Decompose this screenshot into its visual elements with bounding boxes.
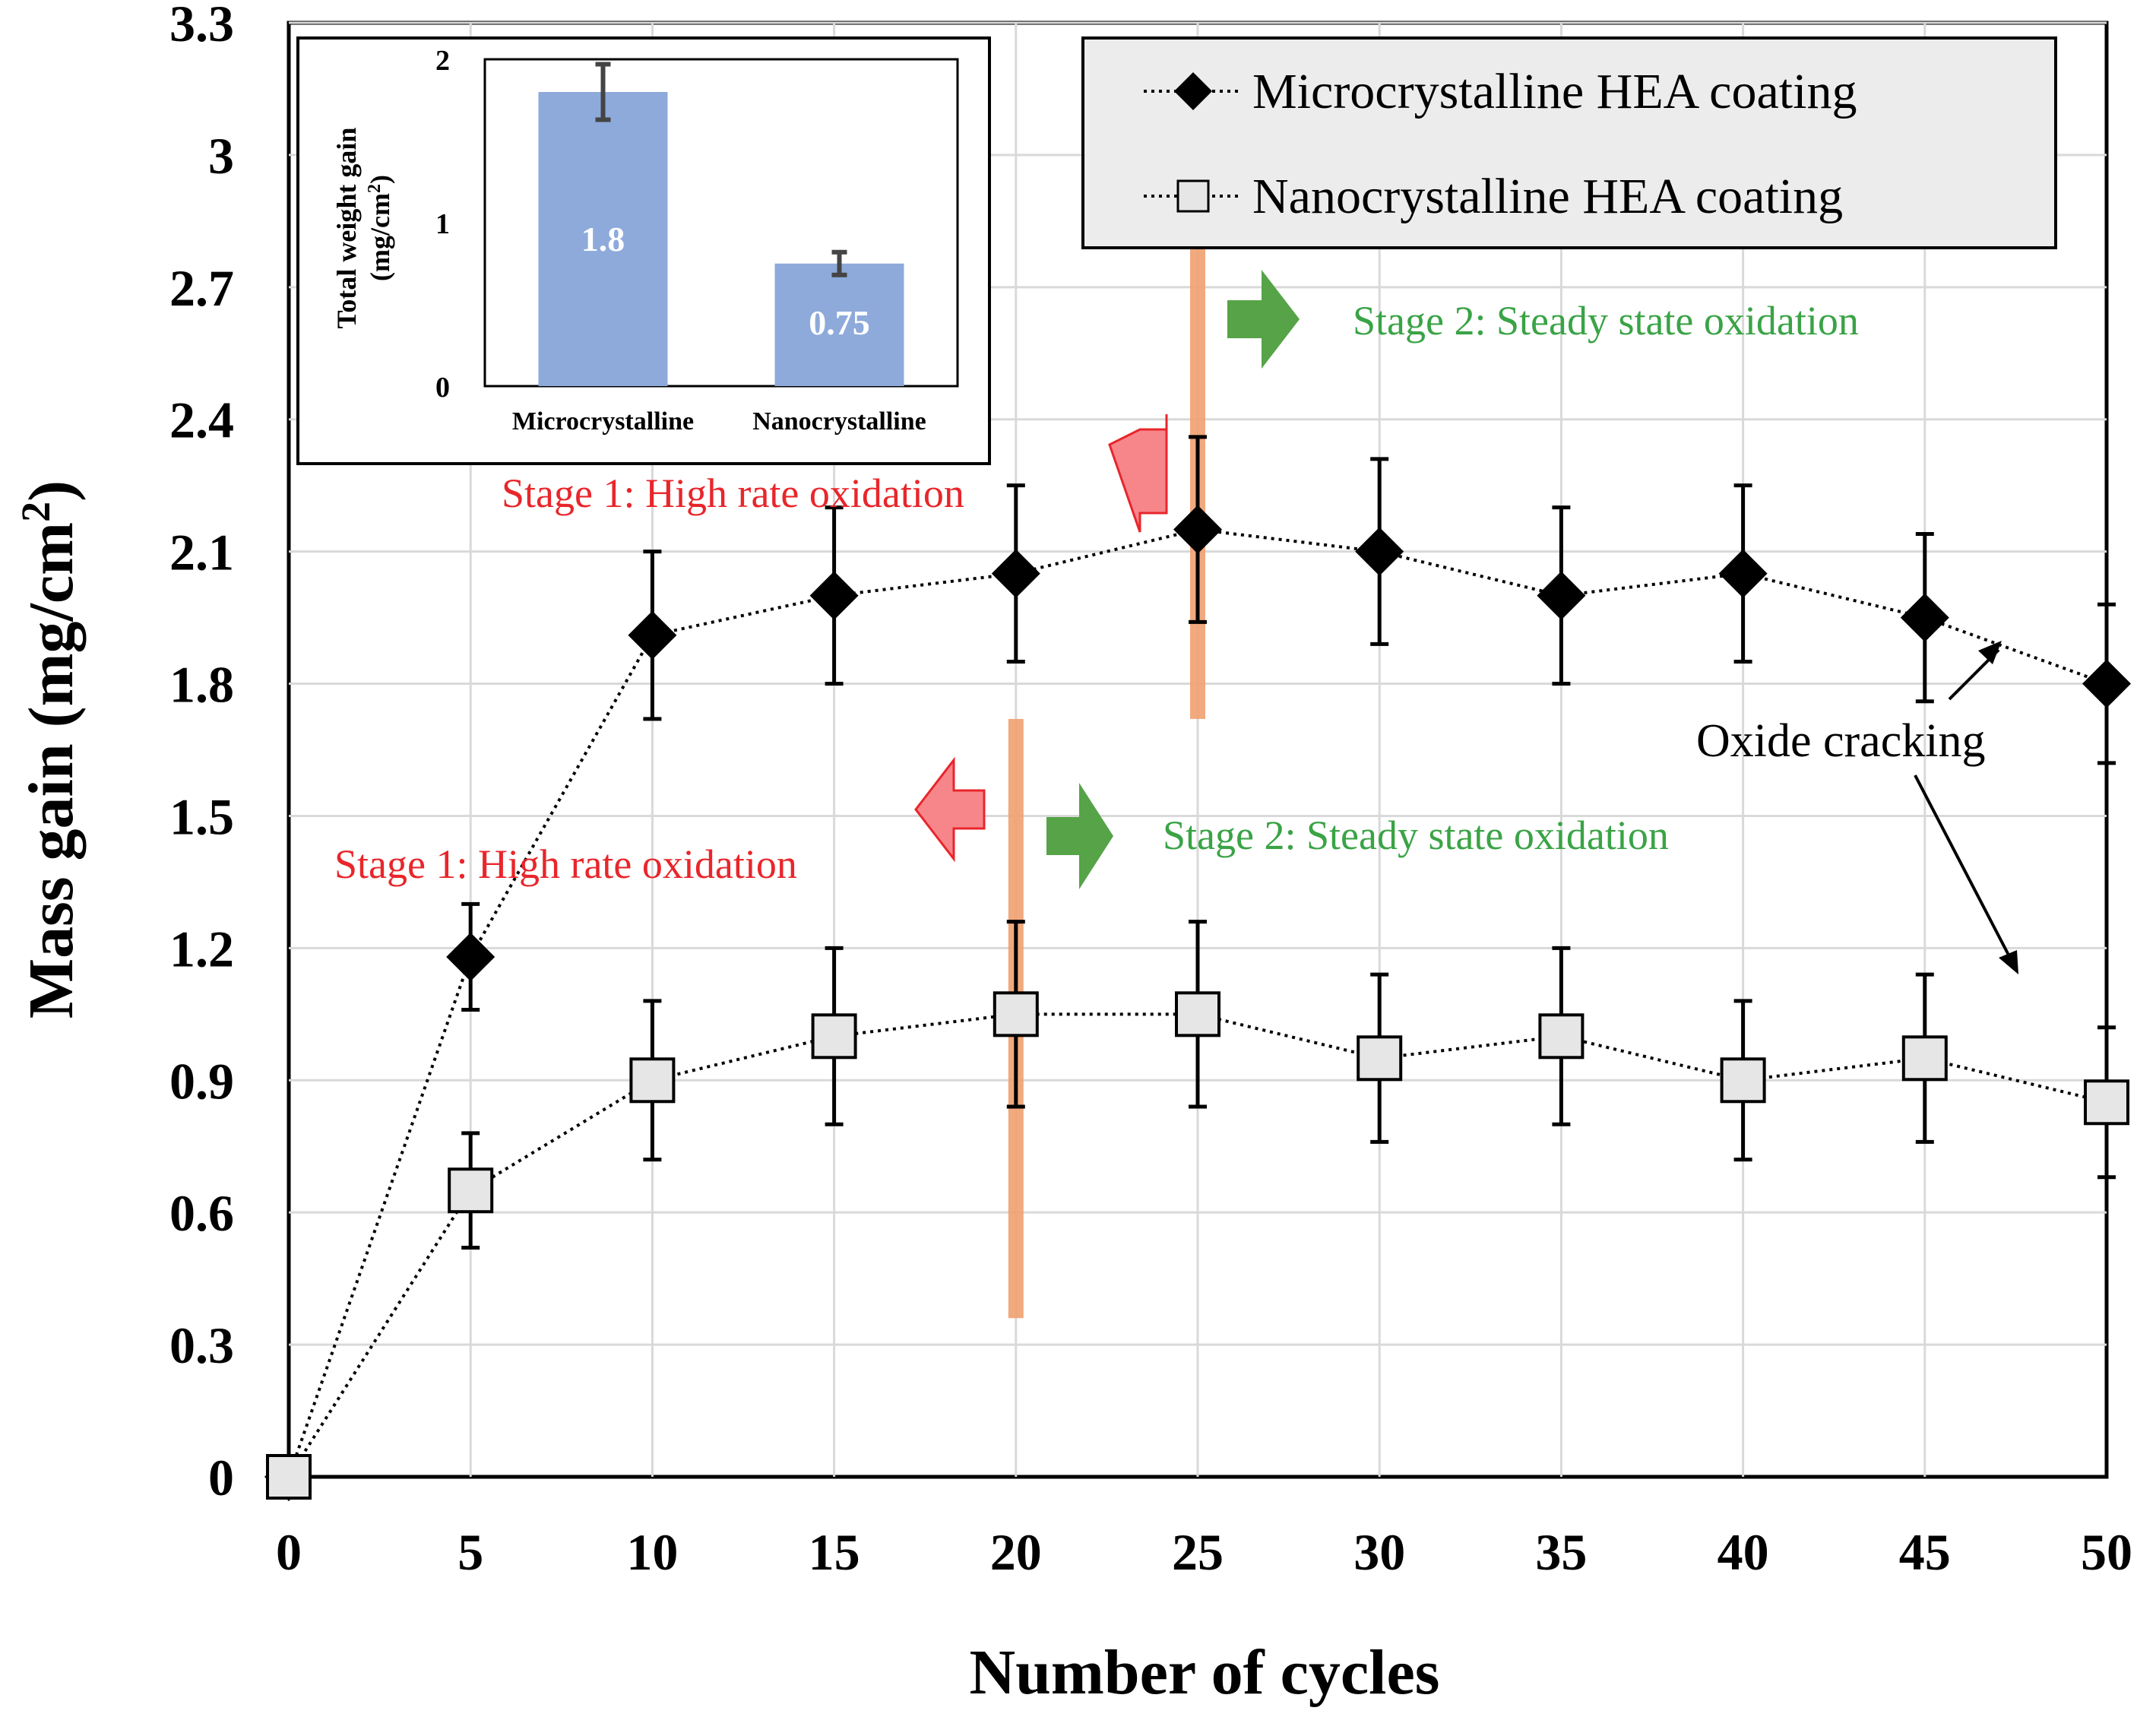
micro-data-point — [1355, 527, 1404, 576]
x-tick-label: 0 — [276, 1523, 302, 1581]
y-axis-title-end: ) — [16, 480, 87, 502]
inset-y-title-unit: (mg/cm2) — [365, 175, 395, 281]
upper-stage1-label: Stage 1: High rate oxidation — [502, 470, 964, 516]
y-tick-label: 0.9 — [169, 1052, 234, 1110]
inset-y-tick-label: 2 — [435, 45, 450, 77]
nano-data-point — [448, 1167, 494, 1214]
inset-y-ticks: 0 1 2 — [435, 45, 450, 404]
inset-bar-value: 0.75 — [809, 303, 870, 342]
inset-y-tick-label: 1 — [435, 208, 450, 240]
oxide-arrow-lower-head — [1999, 950, 2018, 974]
y-axis-title-sup: 2 — [13, 502, 59, 522]
inset-category-label: Nanocrystalline — [752, 407, 926, 436]
inset-y-title: Total weight gain — [331, 128, 362, 329]
y-tick-label: 2.4 — [169, 391, 234, 449]
nano-data-point — [1720, 1057, 1766, 1104]
x-tick-label: 5 — [457, 1523, 483, 1581]
x-tick-label: 35 — [1535, 1523, 1587, 1581]
x-tick-label: 40 — [1718, 1523, 1769, 1581]
inset-bar-value: 1.8 — [581, 220, 625, 258]
micro-data-point — [809, 571, 859, 620]
y-tick-label: 1.2 — [169, 920, 234, 977]
inset-y-title-sup: 2 — [365, 184, 385, 193]
y-axis-title: Mass gain (mg/cm2) — [13, 480, 87, 1018]
y-tick-label: 3.3 — [169, 0, 234, 52]
lower-stage2-arrow — [1046, 783, 1113, 889]
upper-stage2-label: Stage 2: Steady state oxidation — [1353, 298, 1859, 344]
micro-data-point — [1900, 593, 1949, 642]
nano-data-point — [629, 1057, 676, 1104]
x-axis-title: Number of cycles — [970, 1637, 1440, 1708]
nano-data-point — [266, 1454, 312, 1500]
y-tick-label: 0.6 — [169, 1184, 234, 1242]
nano-data-point — [993, 991, 1039, 1037]
y-tick-label: 0 — [208, 1449, 234, 1506]
upper-stage-annotations: Stage 1: High rate oxidation Stage 2: St… — [502, 270, 1859, 533]
inset-y-tick-label: 0 — [435, 372, 450, 404]
legend-nano-marker — [1176, 179, 1210, 213]
x-tick-label: 10 — [626, 1523, 678, 1581]
lower-stage1-arrow — [914, 756, 986, 863]
oxide-arrow-lower-line — [1914, 775, 2014, 963]
x-tick-labels: 0 5 10 15 20 25 30 35 40 45 50 — [276, 1523, 2132, 1581]
micro-data-point — [1173, 505, 1222, 554]
legend-box — [1081, 36, 2057, 249]
y-tick-label: 0.3 — [169, 1316, 234, 1374]
lower-stage1-label: Stage 1: High rate oxidation — [334, 841, 797, 887]
oxide-cracking-annotation: Oxide cracking — [1696, 641, 2018, 974]
x-tick-label: 20 — [990, 1523, 1042, 1581]
nano-data-point — [1538, 1013, 1585, 1060]
inset-chart: 0 1 2 1.8 Microcrystalline 0.75 Nanocrystalli… — [296, 36, 991, 465]
nano-data-point — [1175, 991, 1220, 1037]
upper-stage2-arrow — [1227, 270, 1300, 369]
legend-micro-marker — [1174, 72, 1212, 110]
nano-data-point — [811, 1013, 857, 1060]
lower-stage2-label: Stage 2: Steady state oxidation — [1163, 813, 1669, 858]
y-tick-label: 3 — [208, 127, 234, 185]
micro-data-point — [2082, 659, 2131, 708]
legend: Microcrystalline HEA coating Nanocrystal… — [1081, 36, 2057, 249]
y-tick-label: 2.7 — [169, 259, 234, 317]
x-tick-label: 30 — [1353, 1523, 1405, 1581]
x-tick-label: 25 — [1172, 1523, 1224, 1581]
micro-data-point — [446, 932, 495, 981]
x-tick-label: 50 — [2081, 1523, 2132, 1581]
micro-data-point — [991, 549, 1040, 598]
y-tick-label: 1.8 — [169, 656, 234, 714]
micro-data-point — [1537, 571, 1586, 620]
nano-data-point — [1901, 1035, 1948, 1082]
inset-bars: 1.8 Microcrystalline 0.75 Nanocrystalline — [512, 62, 926, 436]
inset-bar — [774, 263, 904, 386]
micro-data-point — [1718, 549, 1768, 598]
legend-nano-label: Nanocrystalline HEA coating — [1252, 169, 1843, 224]
y-tick-label: 1.5 — [169, 787, 234, 845]
inset-category-label: Microcrystalline — [512, 407, 694, 436]
micro-data-point — [628, 610, 677, 660]
upper-stage1-arrow — [1108, 414, 1168, 533]
nano-data-point — [2084, 1079, 2129, 1126]
x-tick-label: 45 — [1899, 1523, 1951, 1581]
series-group — [264, 435, 2131, 1501]
nano-data-point — [1357, 1035, 1403, 1082]
y-tick-labels: 0 0.3 0.6 0.9 1.2 1.5 1.8 2.1 2.4 2.7 3 3.3 — [169, 0, 234, 1506]
x-tick-label: 15 — [809, 1523, 860, 1581]
oxide-cracking-label: Oxide cracking — [1696, 715, 1985, 767]
lower-stage-annotations: Stage 1: High rate oxidation Stage 2: St… — [334, 756, 1669, 889]
legend-micro-label: Microcrystalline HEA coating — [1252, 64, 1857, 119]
y-tick-label: 2.1 — [169, 524, 234, 581]
oxide-arrow-upper-head — [1978, 641, 2002, 664]
inset-bar — [538, 92, 668, 386]
inset-y-title-end: ) — [365, 175, 395, 184]
